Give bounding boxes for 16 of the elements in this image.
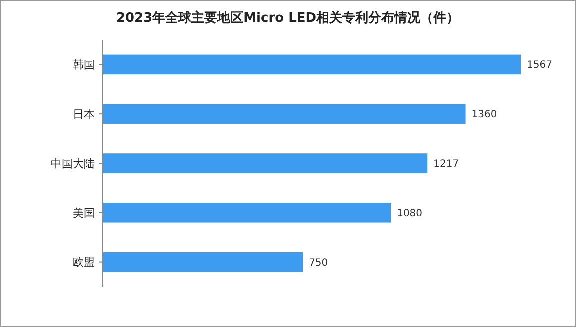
- bar: [103, 54, 521, 75]
- data-label: 1080: [397, 208, 423, 220]
- y-tick-label: 中国大陆: [51, 157, 95, 170]
- bar: [103, 104, 466, 124]
- y-tick-label: 韩国: [73, 58, 95, 72]
- bar: [103, 252, 304, 272]
- y-tick-label: 日本: [73, 108, 95, 121]
- data-label: 1567: [527, 60, 552, 72]
- y-tick-label: 美国: [73, 206, 95, 220]
- chart-title: 2023年全球主要地区Micro LED相关专利分布情况（件）: [116, 10, 460, 26]
- data-label: 1360: [472, 110, 498, 121]
- y-tick-label: 欧盟: [73, 256, 95, 270]
- data-label: 750: [309, 258, 328, 269]
- bar: [103, 203, 392, 223]
- bar: [103, 154, 428, 174]
- data-label: 1217: [434, 159, 460, 170]
